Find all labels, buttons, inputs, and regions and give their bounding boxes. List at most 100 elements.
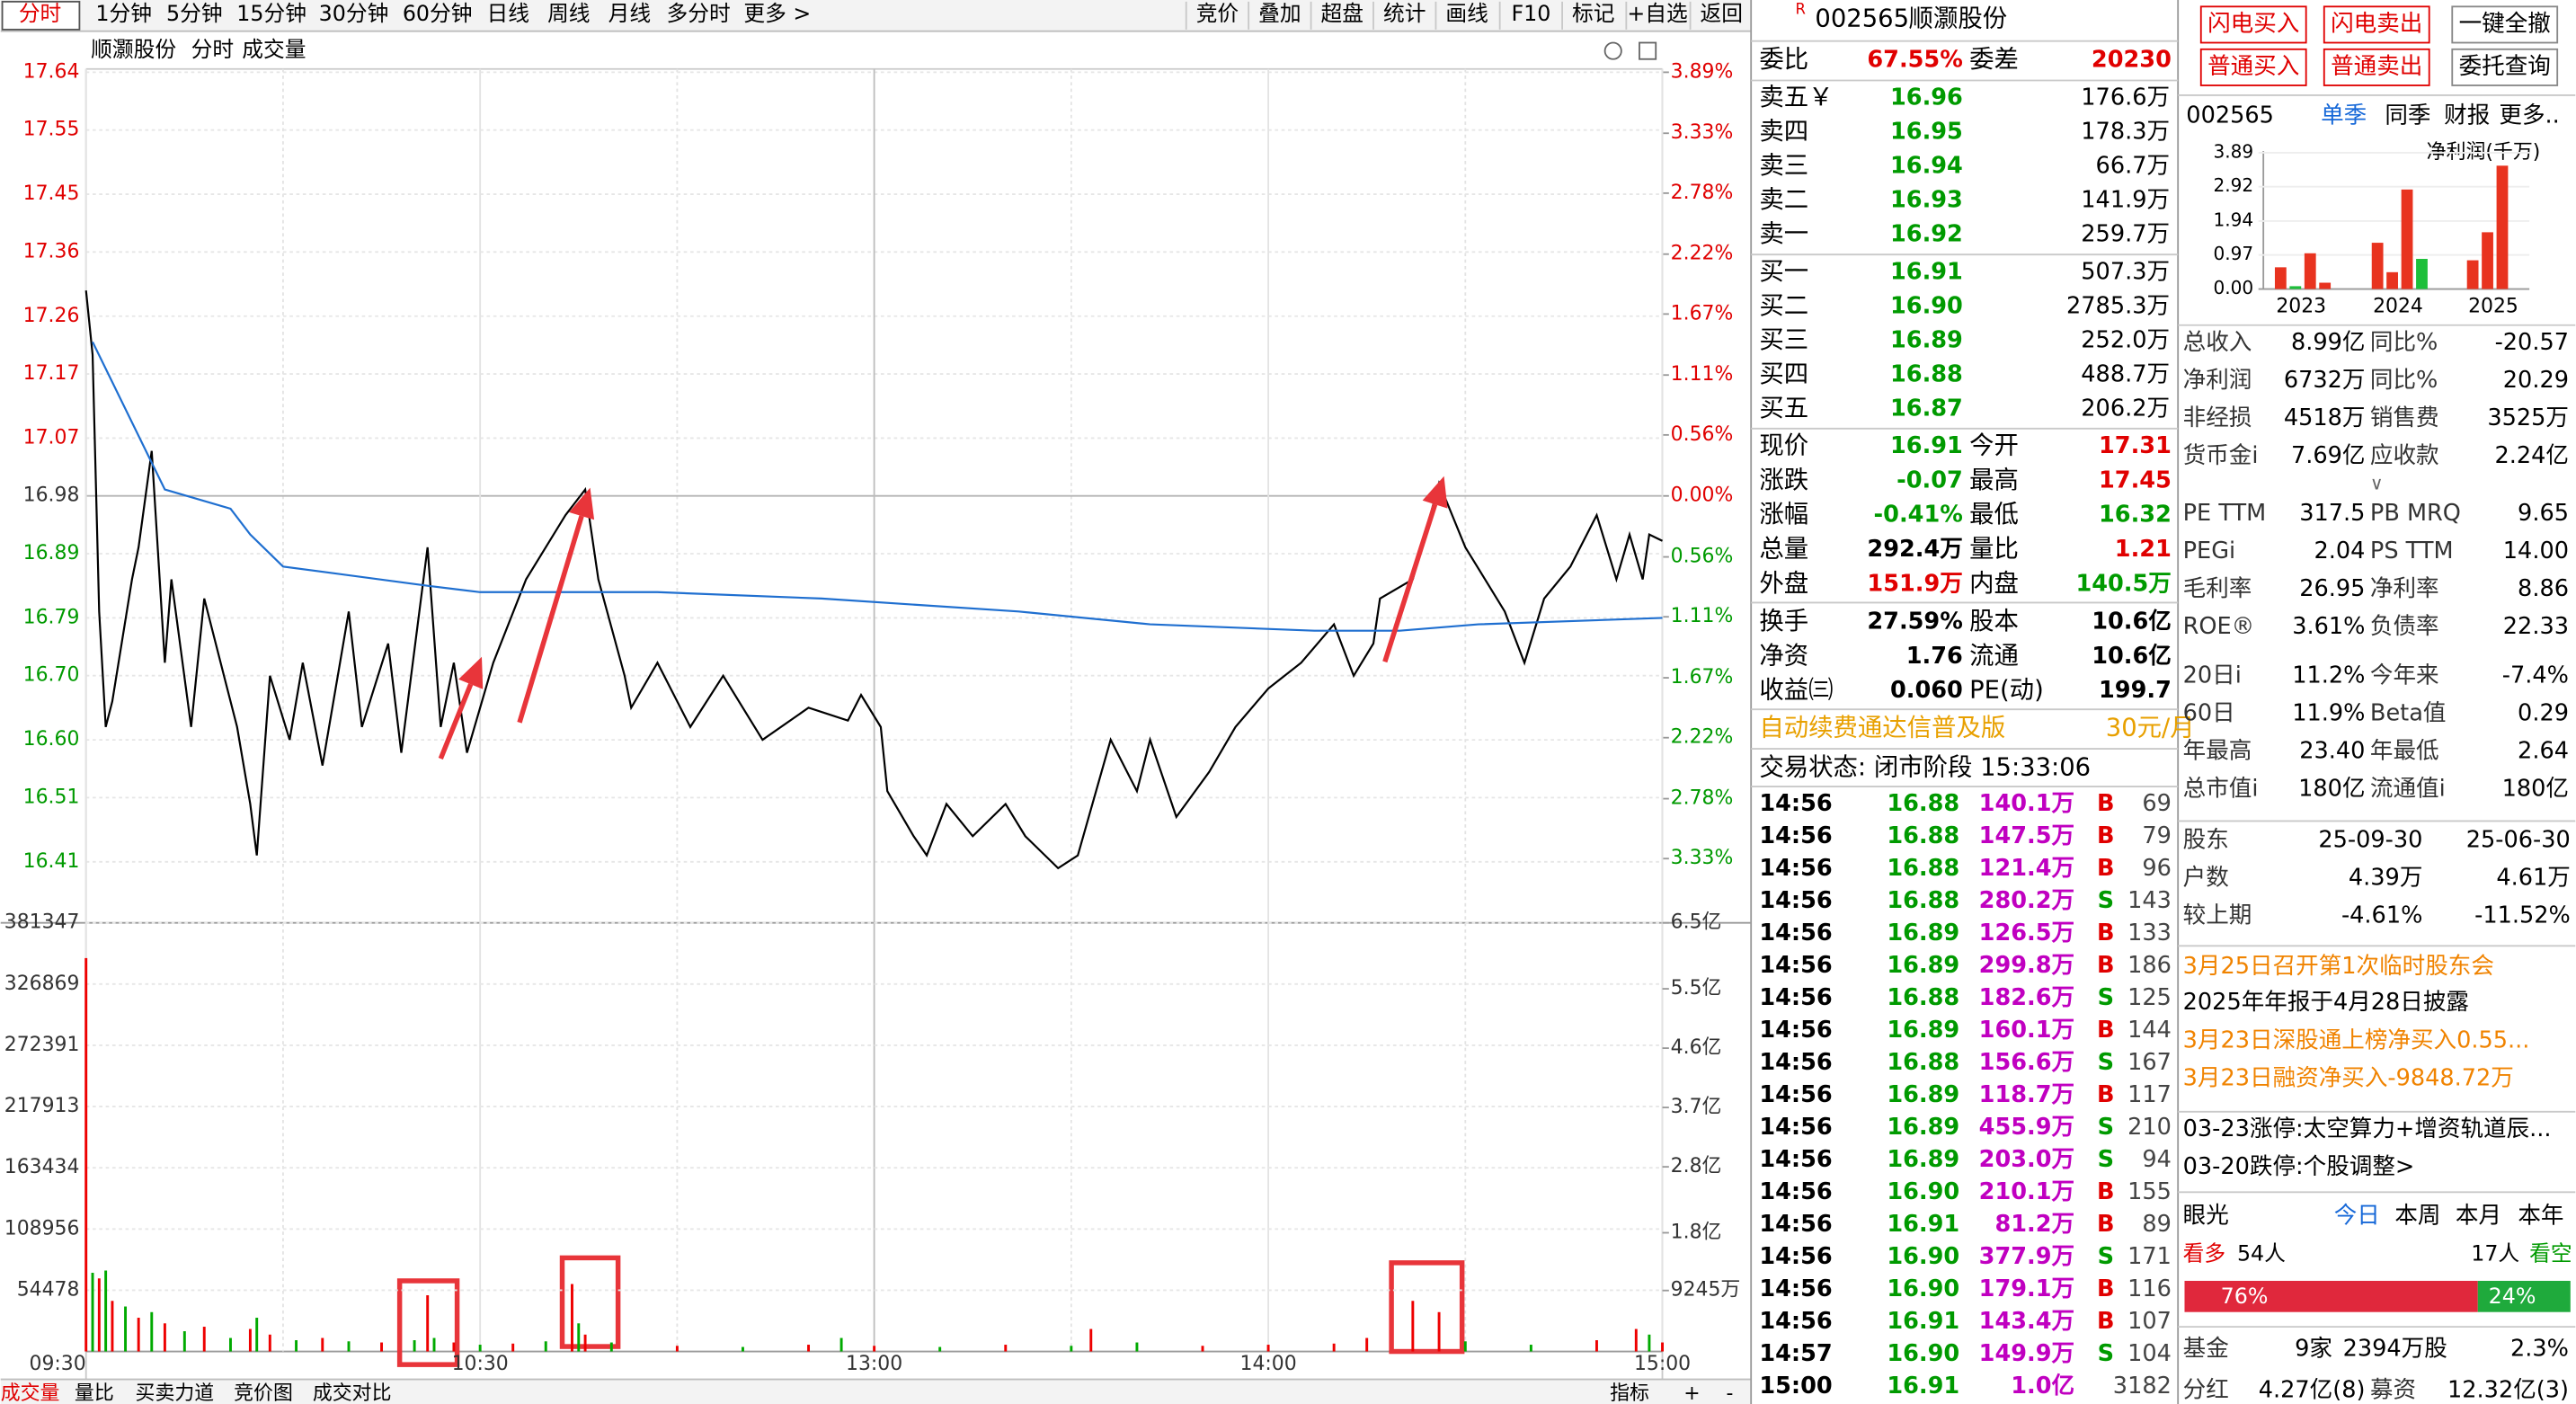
volume-bar (150, 1311, 154, 1352)
toolbar-button[interactable]: 超盘 (1321, 1, 1364, 26)
news-item[interactable]: 2025年年报于4月28日披露 (2183, 989, 2469, 1016)
period-tab[interactable]: 多分时 (667, 1, 731, 26)
news-item[interactable]: 3月23日深股通上榜净买入0.55... (2183, 1026, 2530, 1053)
trade-button[interactable] (2323, 48, 2430, 86)
profit-bar (2496, 165, 2509, 289)
toolbar-button[interactable]: 竞价 (1196, 1, 1239, 26)
stat-label: 涨幅 (1759, 501, 1808, 529)
trade-button[interactable] (2323, 5, 2430, 44)
toolbar-button[interactable]: 标记 (1572, 1, 1614, 26)
news-item[interactable]: 3月23日融资净买入-9848.72万 (2183, 1064, 2514, 1091)
indicator-tab[interactable]: 竞价图 (234, 1382, 293, 1404)
window-icon[interactable] (1639, 41, 1657, 60)
volume-bar (609, 1342, 613, 1352)
sentiment-tab[interactable]: 本年 (2518, 1203, 2563, 1230)
metric-label: PB MRQ (2370, 500, 2461, 527)
trade-button-label[interactable]: 一键全撤 (2459, 10, 2551, 37)
annotation-arrow (517, 515, 584, 724)
percent-tick-label: 0.56% (1671, 546, 1734, 568)
stat-label: PE(动) (1969, 677, 2044, 705)
trade-count: 89 (2142, 1211, 2172, 1238)
news-item[interactable]: 3月25日召开第1次临时股东会 (2183, 953, 2494, 980)
metric-value: 3525万 (2487, 404, 2569, 431)
book-volume: 66.7万 (2096, 153, 2170, 180)
sentiment-tab[interactable]: 今日 (2334, 1203, 2380, 1230)
trade-button[interactable] (2451, 48, 2559, 86)
period-tab[interactable]: 更多 > (743, 1, 811, 26)
volume-bar (544, 1341, 547, 1352)
book-price: 16.89 (1890, 326, 1963, 353)
period-tab[interactable]: 分时 (19, 1, 61, 26)
stat-value: 17.31 (2099, 432, 2172, 459)
indicator-tool[interactable]: 指标 (1610, 1382, 1649, 1404)
trade-count: 144 (2127, 1017, 2172, 1044)
metric-value: 2.04 (2314, 538, 2366, 564)
period-tab[interactable]: 日线 (486, 1, 529, 26)
volume-bar (84, 957, 88, 1352)
trade-button-label[interactable]: 闪电买入 (2207, 10, 2299, 37)
period-tab[interactable]: 15分钟 (236, 1, 306, 26)
expand-toggle[interactable]: ∨ (2370, 472, 2384, 493)
finance-tab[interactable]: 财报 (2444, 102, 2490, 129)
news-item[interactable]: 03-20跌停:个股调整> (2183, 1153, 2415, 1180)
price-tick-label: 17.07 (23, 426, 80, 449)
trade-button[interactable] (2451, 5, 2559, 44)
period-tab[interactable]: 5分钟 (166, 1, 223, 26)
metric-value: 3.61% (2292, 613, 2365, 640)
period-tab[interactable]: 周线 (547, 1, 590, 26)
book-volume: 488.7万 (2081, 360, 2170, 387)
toolbar-button[interactable]: +自选 (1627, 1, 1687, 26)
amount-tick-label: 5.5亿 (1671, 977, 1722, 1000)
trade-time: 14:56 (1759, 1178, 1832, 1205)
bull-count: 54人 (2237, 1240, 2286, 1266)
indicator-tab[interactable]: 成交量 (1, 1382, 60, 1404)
highlight-box (1389, 1260, 1465, 1355)
period-tab[interactable]: 月线 (608, 1, 651, 26)
trade-button[interactable] (2199, 48, 2307, 86)
metric-value: 6732万 (2284, 367, 2366, 394)
zoom-icon[interactable] (1603, 41, 1622, 60)
metric-label: 流通值i (2370, 776, 2446, 803)
holder-label: 较上期 (2183, 902, 2252, 929)
indicator-tool[interactable]: - (1726, 1382, 1733, 1404)
holder-label: 户数 (2183, 864, 2229, 891)
indicator-tool[interactable]: + (1683, 1382, 1700, 1404)
finance-tab[interactable]: 单季 (2321, 102, 2367, 129)
period-tab[interactable]: 60分钟 (403, 1, 473, 26)
metric-value: 22.33 (2503, 613, 2569, 640)
indicator-tab[interactable]: 量比 (75, 1382, 114, 1404)
indicator-tab[interactable]: 买卖力道 (136, 1382, 215, 1404)
trade-price: 16.88 (1887, 887, 1959, 914)
stat-label: 总量 (1759, 536, 1808, 564)
fund-value: 9家 (2295, 1336, 2332, 1363)
trade-side: B (2097, 790, 2114, 817)
sentiment-tab[interactable]: 本月 (2456, 1203, 2501, 1230)
bottom-tabs-bg (0, 1379, 1752, 1404)
trade-time: 14:56 (1759, 822, 1832, 849)
book-volume: 176.6万 (2081, 84, 2170, 111)
trade-button-label[interactable]: 普通买入 (2207, 53, 2299, 80)
promo-price[interactable]: 30元/月 (2106, 715, 2195, 742)
toolbar-button[interactable]: F10 (1511, 1, 1550, 26)
news-item[interactable]: 03-23涨停:太空算力+增资轨道辰... (2183, 1115, 2552, 1142)
finance-tab[interactable]: 更多.. (2499, 102, 2559, 129)
promo[interactable]: 自动续费通达信普及版 (1759, 715, 2005, 742)
toolbar-button[interactable]: 叠加 (1258, 1, 1301, 26)
indicator-tab[interactable]: 成交对比 (313, 1382, 392, 1404)
volume-bar (268, 1334, 271, 1352)
stat-value: 10.6亿 (2092, 608, 2172, 635)
toolbar-button[interactable]: 统计 (1383, 1, 1426, 26)
period-tab[interactable]: 30分钟 (319, 1, 389, 26)
period-tab[interactable]: 1分钟 (95, 1, 152, 26)
finance-tab[interactable]: 同季 (2385, 102, 2430, 129)
trade-button-label[interactable]: 普通卖出 (2331, 53, 2422, 80)
trade-button[interactable] (2199, 5, 2307, 44)
toolbar-button[interactable]: 返回 (1701, 1, 1743, 26)
metric-label: 净利润 (2183, 367, 2252, 394)
trade-button-label[interactable]: 闪电卖出 (2331, 10, 2422, 37)
trade-side: S (2098, 1146, 2114, 1173)
sentiment-tab[interactable]: 本周 (2394, 1203, 2440, 1230)
trade-button-label[interactable]: 委托查询 (2459, 53, 2551, 80)
toolbar-button[interactable]: 画线 (1445, 1, 1488, 26)
